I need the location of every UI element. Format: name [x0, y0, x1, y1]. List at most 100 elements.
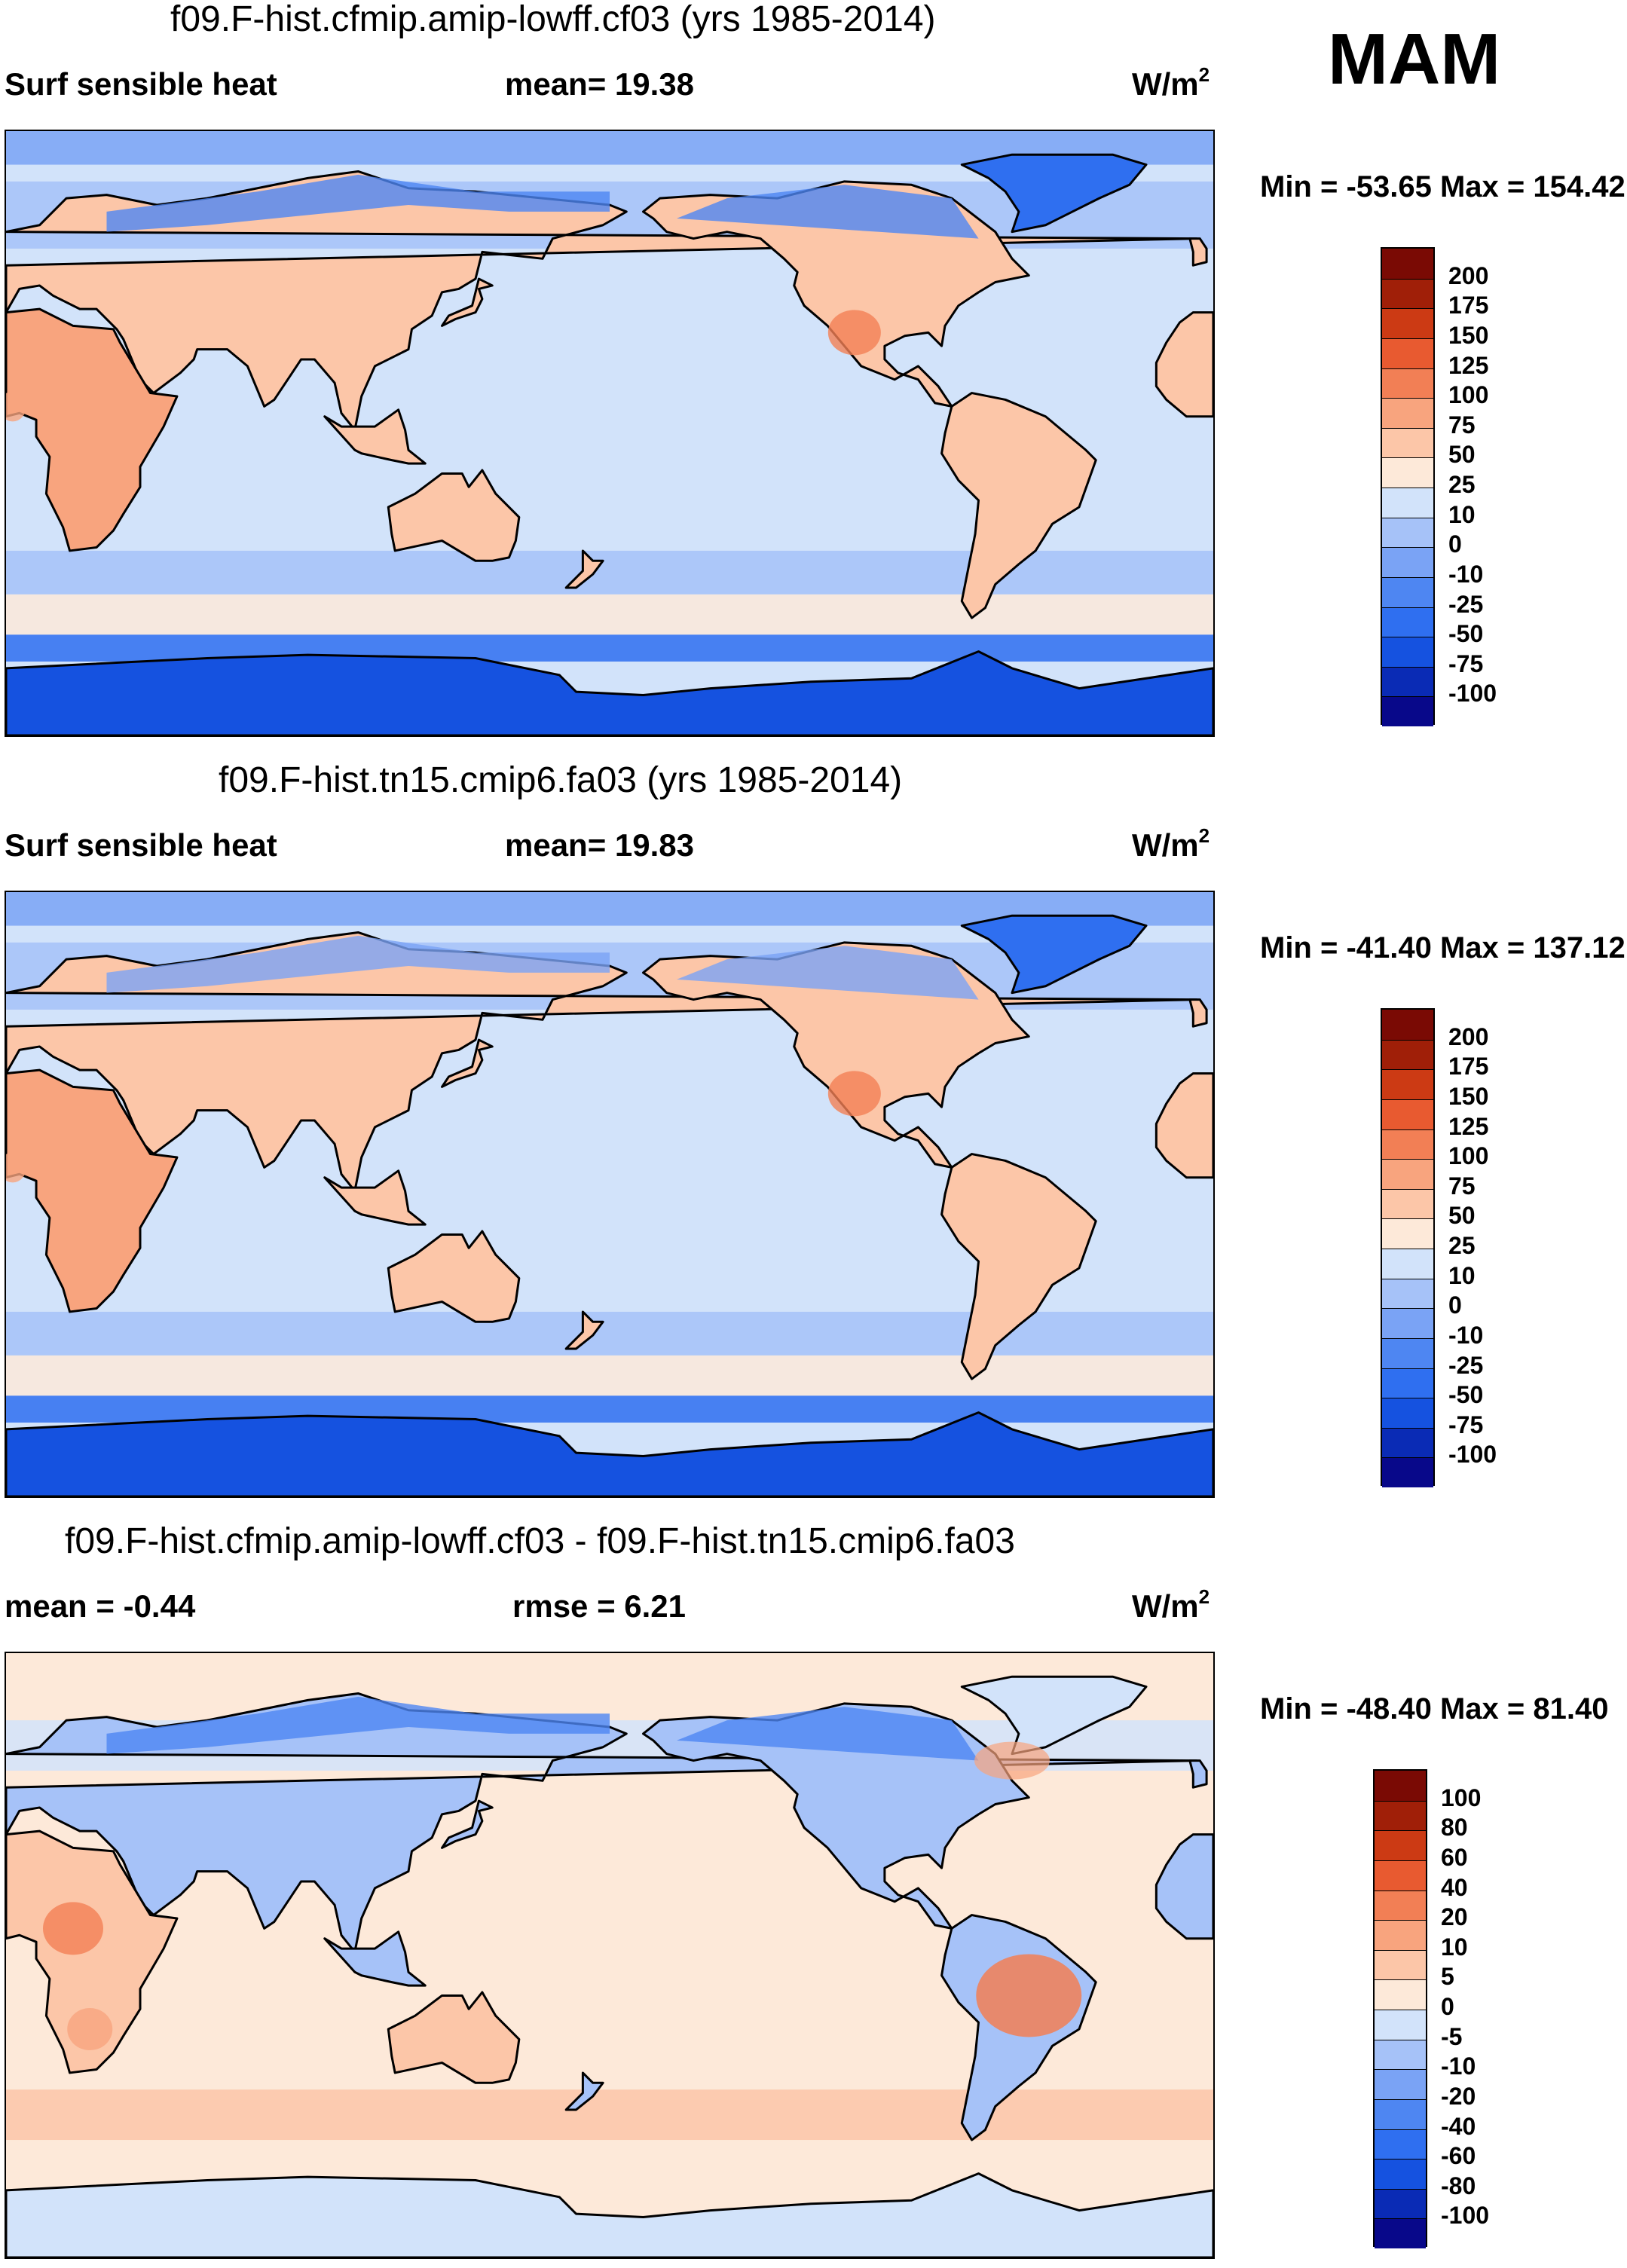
colorbar-tick-label: 0	[1441, 1993, 1454, 2020]
cold-region-canada	[677, 946, 979, 1000]
cold-region-canada	[677, 185, 979, 239]
panel-1-units-exp: 2	[1198, 63, 1210, 86]
colorbar-tick-label: -100	[1441, 2202, 1490, 2230]
colorbar-swatch	[1375, 2188, 1426, 2219]
colorbar-swatch	[1375, 1979, 1426, 2010]
colorbar-swatch	[1375, 1830, 1426, 1860]
panel-2-units-exp: 2	[1198, 824, 1210, 847]
colorbar-swatch	[1382, 1457, 1433, 1487]
landmass-samerica	[940, 1153, 1097, 1380]
landmass-australia	[387, 1991, 521, 2084]
colorbar-tick-label: 100	[1441, 1784, 1482, 1811]
colorbar-tick-label: -75	[1448, 1411, 1484, 1438]
cold-region-siberia	[106, 935, 610, 993]
landmass-samerica	[940, 392, 1097, 619]
colorbar-tick-label: 60	[1441, 1843, 1468, 1871]
colorbar-tick-label: -10	[1448, 1321, 1484, 1349]
panel-2-units-base: W/m	[1132, 827, 1199, 863]
landmass-japan	[441, 277, 494, 327]
colorbar-swatch	[1375, 2218, 1426, 2248]
colorbar-tick-label: -50	[1448, 620, 1484, 648]
panel-2-colorbar	[1381, 1008, 1435, 1487]
panel-3-mean-label: mean = -0.44	[5, 1588, 196, 1624]
colorbar-swatch	[1382, 576, 1433, 607]
colorbar-swatch	[1382, 637, 1433, 667]
landmass-nz	[564, 549, 604, 589]
landmass-japan	[441, 1038, 494, 1088]
cold-region-siberia	[106, 174, 610, 232]
colorbar-tick-label: 20	[1441, 1903, 1468, 1931]
colorbar-tick-label: -50	[1448, 1381, 1484, 1409]
latitude-band	[6, 1311, 1213, 1356]
panel-1-units: W/m2	[1132, 63, 1210, 102]
colorbar-swatch	[1375, 2098, 1426, 2129]
colorbar-tick-label: 100	[1448, 381, 1489, 409]
anomaly-africa	[43, 1902, 103, 1955]
colorbar-swatch	[1382, 1039, 1433, 1070]
colorbar-swatch	[1382, 517, 1433, 548]
warm-region-mexico	[827, 310, 881, 356]
landmass-namerica	[642, 941, 1030, 1169]
colorbar-tick-label: -10	[1448, 560, 1484, 588]
colorbar-swatch	[1375, 1771, 1426, 1801]
colorbar-tick-label: 125	[1448, 351, 1489, 379]
latitude-band	[6, 634, 1213, 662]
colorbar-swatch	[1375, 1920, 1426, 1950]
colorbar-tick-label: -25	[1448, 590, 1484, 618]
colorbar-tick-label: 0	[1448, 1291, 1462, 1319]
colorbar-tick-label: 50	[1448, 441, 1476, 469]
colorbar-swatch	[1375, 1800, 1426, 1831]
colorbar-tick-label: 25	[1448, 471, 1476, 498]
landmass-africa	[6, 1829, 179, 2074]
latitude-band	[6, 594, 1213, 635]
panel-1-variable-label: Surf sensible heat	[5, 66, 277, 102]
panel-2-mean-label: mean= 19.83	[505, 827, 695, 863]
latitude-band	[6, 550, 1213, 595]
latitude-band	[6, 1395, 1213, 1423]
landmass-africa	[6, 307, 179, 552]
colorbar-swatch	[1382, 427, 1433, 458]
colorbar-tick-label: 10	[1441, 1933, 1468, 1961]
colorbar-tick-label: 200	[1448, 1022, 1489, 1050]
warm-region-sahel	[6, 1152, 26, 1183]
landmass-nz	[564, 2071, 604, 2111]
colorbar-tick-label: 40	[1441, 1873, 1468, 1901]
panel-2-minmax: Min = -41.40 Max = 137.12	[1260, 931, 1625, 964]
colorbar-tick-label: 25	[1448, 1232, 1476, 1259]
landmass-uk	[1188, 998, 1208, 1028]
panel-3-units-base: W/m	[1132, 1588, 1199, 1624]
colorbar-tick-label: 175	[1448, 292, 1489, 319]
map-canvas	[6, 131, 1213, 735]
panel-3-units: W/m2	[1132, 1585, 1210, 1625]
colorbar-tick-label: 125	[1448, 1112, 1489, 1140]
colorbar-swatch	[1382, 368, 1433, 399]
colorbar-swatch	[1382, 1427, 1433, 1458]
colorbar-tick-label: -60	[1441, 2142, 1476, 2170]
latitude-band	[6, 1355, 1213, 1396]
season-label: MAM	[1328, 19, 1501, 99]
colorbar-swatch	[1382, 547, 1433, 577]
colorbar-swatch	[1375, 1949, 1426, 1980]
colorbar-swatch	[1382, 1069, 1433, 1099]
colorbar-swatch	[1382, 1398, 1433, 1428]
panel-3-map	[5, 1652, 1215, 2259]
colorbar-swatch	[1382, 666, 1433, 697]
colorbar-tick-label: 0	[1448, 530, 1462, 558]
colorbar-tick-label: -40	[1441, 2112, 1476, 2140]
panel-1-units-base: W/m	[1132, 66, 1199, 102]
colorbar-swatch	[1382, 1129, 1433, 1160]
landmass-greenland	[960, 914, 1148, 995]
colorbar-swatch	[1382, 308, 1433, 338]
colorbar-swatch	[1382, 1308, 1433, 1338]
colorbar-tick-label: -20	[1441, 2082, 1476, 2110]
colorbar-swatch	[1382, 1010, 1433, 1040]
panel-1-map	[5, 130, 1215, 737]
colorbar-swatch	[1375, 2159, 1426, 2189]
colorbar-tick-label: -100	[1448, 1441, 1497, 1469]
panel-3-minmax: Min = -48.40 Max = 81.40	[1260, 1692, 1609, 1725]
landmass-indonesia	[323, 408, 427, 465]
colorbar-swatch	[1382, 278, 1433, 309]
landmass-antarctica	[6, 2172, 1213, 2257]
colorbar-tick-label: -5	[1441, 2022, 1463, 2050]
colorbar-swatch	[1375, 1890, 1426, 1921]
